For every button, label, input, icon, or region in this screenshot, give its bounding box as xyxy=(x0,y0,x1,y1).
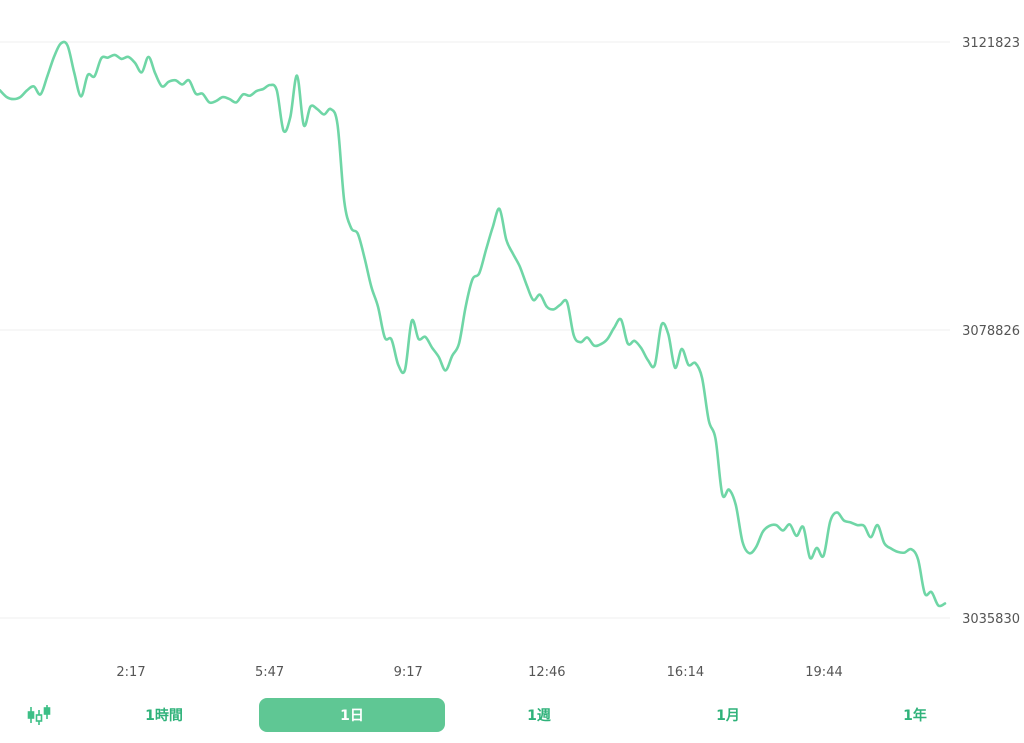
range-1m-button[interactable]: 1月 xyxy=(716,708,740,724)
range-1y-button[interactable]: 1年 xyxy=(903,708,927,724)
x-tick-label: 5:47 xyxy=(255,665,284,680)
candlestick-icon xyxy=(27,705,51,725)
chart-type-button[interactable] xyxy=(24,703,54,727)
y-tick-label: 3121823 xyxy=(962,36,1020,51)
x-tick-label: 16:14 xyxy=(667,665,704,680)
x-tick-label: 2:17 xyxy=(116,665,145,680)
x-tick-label: 9:17 xyxy=(394,665,423,680)
x-tick-label: 12:46 xyxy=(528,665,565,680)
y-tick-label: 3035830 xyxy=(962,612,1020,627)
price-chart-svg: 3121823 3078826 3035830 2:17 5:47 9:17 12:46 16… xyxy=(0,36,1020,680)
range-1h-button[interactable]: 1時間 xyxy=(145,708,183,724)
price-chart: 3121823 3078826 3035830 2:17 5:47 9:17 12:46 16… xyxy=(0,36,1020,680)
time-range-bar: 1時間 1日 1週 1月 1年 xyxy=(0,695,1024,735)
price-series-line xyxy=(0,40,947,608)
x-tick-label: 19:44 xyxy=(805,665,842,680)
range-1d-button[interactable]: 1日 xyxy=(259,698,445,732)
range-1w-button[interactable]: 1週 xyxy=(527,708,551,724)
y-tick-label: 3078826 xyxy=(962,324,1020,339)
